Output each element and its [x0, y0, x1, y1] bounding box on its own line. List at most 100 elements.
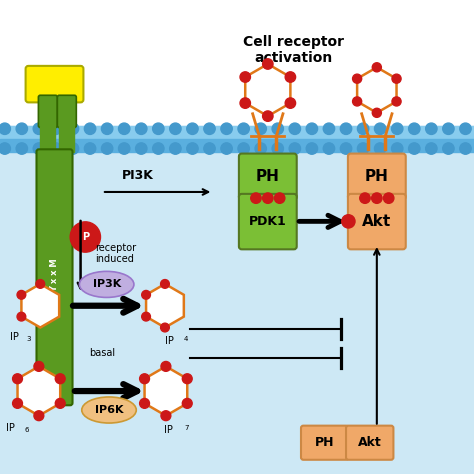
Circle shape — [240, 72, 250, 82]
Circle shape — [221, 143, 232, 154]
Circle shape — [285, 98, 296, 109]
Text: 7: 7 — [184, 425, 188, 431]
Circle shape — [274, 193, 285, 203]
Polygon shape — [357, 67, 397, 113]
Polygon shape — [21, 284, 59, 328]
Circle shape — [357, 123, 369, 135]
Circle shape — [285, 72, 296, 82]
Circle shape — [13, 399, 22, 408]
Text: 3: 3 — [26, 336, 30, 342]
Circle shape — [374, 123, 386, 135]
Circle shape — [255, 143, 266, 154]
Bar — [0, 0, 474, 126]
Text: Y x x M: Y x x M — [50, 258, 59, 292]
Circle shape — [0, 143, 10, 154]
Circle shape — [101, 123, 113, 135]
Circle shape — [306, 143, 318, 154]
FancyBboxPatch shape — [301, 426, 348, 460]
Text: Akt: Akt — [362, 214, 392, 229]
Bar — [0, 138, 474, 152]
Text: Akt: Akt — [358, 436, 382, 449]
FancyBboxPatch shape — [239, 194, 297, 249]
Circle shape — [84, 143, 96, 154]
Circle shape — [289, 143, 301, 154]
Bar — [40, 126, 55, 152]
Circle shape — [142, 312, 150, 321]
Circle shape — [263, 193, 273, 203]
Circle shape — [161, 323, 169, 332]
FancyBboxPatch shape — [239, 154, 297, 200]
Circle shape — [238, 123, 249, 135]
Circle shape — [353, 74, 362, 83]
Circle shape — [272, 123, 283, 135]
Circle shape — [16, 123, 27, 135]
Circle shape — [16, 143, 27, 154]
Circle shape — [101, 143, 113, 154]
Text: P: P — [82, 232, 89, 242]
Bar — [59, 126, 74, 152]
Text: PI3K: PI3K — [121, 170, 154, 182]
Text: PH: PH — [256, 169, 280, 184]
Circle shape — [161, 280, 169, 288]
Circle shape — [251, 193, 261, 203]
Circle shape — [33, 123, 45, 135]
Circle shape — [55, 399, 65, 408]
Ellipse shape — [80, 271, 134, 298]
Circle shape — [342, 215, 355, 228]
Circle shape — [392, 123, 403, 135]
Circle shape — [67, 143, 79, 154]
Text: 4: 4 — [184, 336, 188, 342]
Bar — [0, 126, 474, 138]
Circle shape — [289, 123, 301, 135]
Polygon shape — [145, 366, 187, 416]
Circle shape — [67, 123, 79, 135]
FancyBboxPatch shape — [346, 426, 393, 460]
Circle shape — [372, 63, 382, 72]
Circle shape — [409, 123, 420, 135]
Text: receptor
induced: receptor induced — [95, 243, 136, 264]
Circle shape — [460, 143, 471, 154]
Circle shape — [372, 193, 382, 203]
FancyBboxPatch shape — [57, 95, 76, 128]
Polygon shape — [245, 64, 291, 116]
Text: 6: 6 — [25, 427, 29, 433]
FancyBboxPatch shape — [348, 194, 406, 249]
Circle shape — [392, 97, 401, 106]
Text: IP: IP — [10, 332, 18, 342]
Circle shape — [153, 143, 164, 154]
Circle shape — [409, 143, 420, 154]
Circle shape — [182, 374, 192, 383]
Polygon shape — [146, 284, 184, 328]
Circle shape — [140, 374, 149, 383]
Circle shape — [136, 143, 147, 154]
Text: IP: IP — [164, 425, 173, 435]
Text: PH: PH — [365, 169, 389, 184]
Ellipse shape — [82, 397, 137, 423]
Circle shape — [340, 143, 352, 154]
FancyBboxPatch shape — [36, 149, 73, 405]
Text: IP: IP — [165, 336, 174, 346]
Polygon shape — [18, 366, 60, 416]
Circle shape — [55, 374, 65, 383]
Circle shape — [36, 280, 45, 288]
Circle shape — [360, 193, 370, 203]
Circle shape — [263, 111, 273, 121]
Bar — [0, 126, 474, 474]
Circle shape — [187, 123, 198, 135]
Circle shape — [161, 362, 171, 371]
Circle shape — [17, 312, 26, 321]
Circle shape — [153, 123, 164, 135]
Circle shape — [33, 143, 45, 154]
Circle shape — [306, 123, 318, 135]
Circle shape — [357, 143, 369, 154]
Text: IP: IP — [6, 423, 15, 433]
Circle shape — [118, 143, 130, 154]
Circle shape — [204, 143, 215, 154]
Text: IP3K: IP3K — [92, 279, 121, 290]
Circle shape — [142, 291, 150, 299]
Circle shape — [17, 291, 26, 299]
Circle shape — [340, 123, 352, 135]
Circle shape — [140, 399, 149, 408]
Circle shape — [0, 123, 10, 135]
Circle shape — [221, 123, 232, 135]
